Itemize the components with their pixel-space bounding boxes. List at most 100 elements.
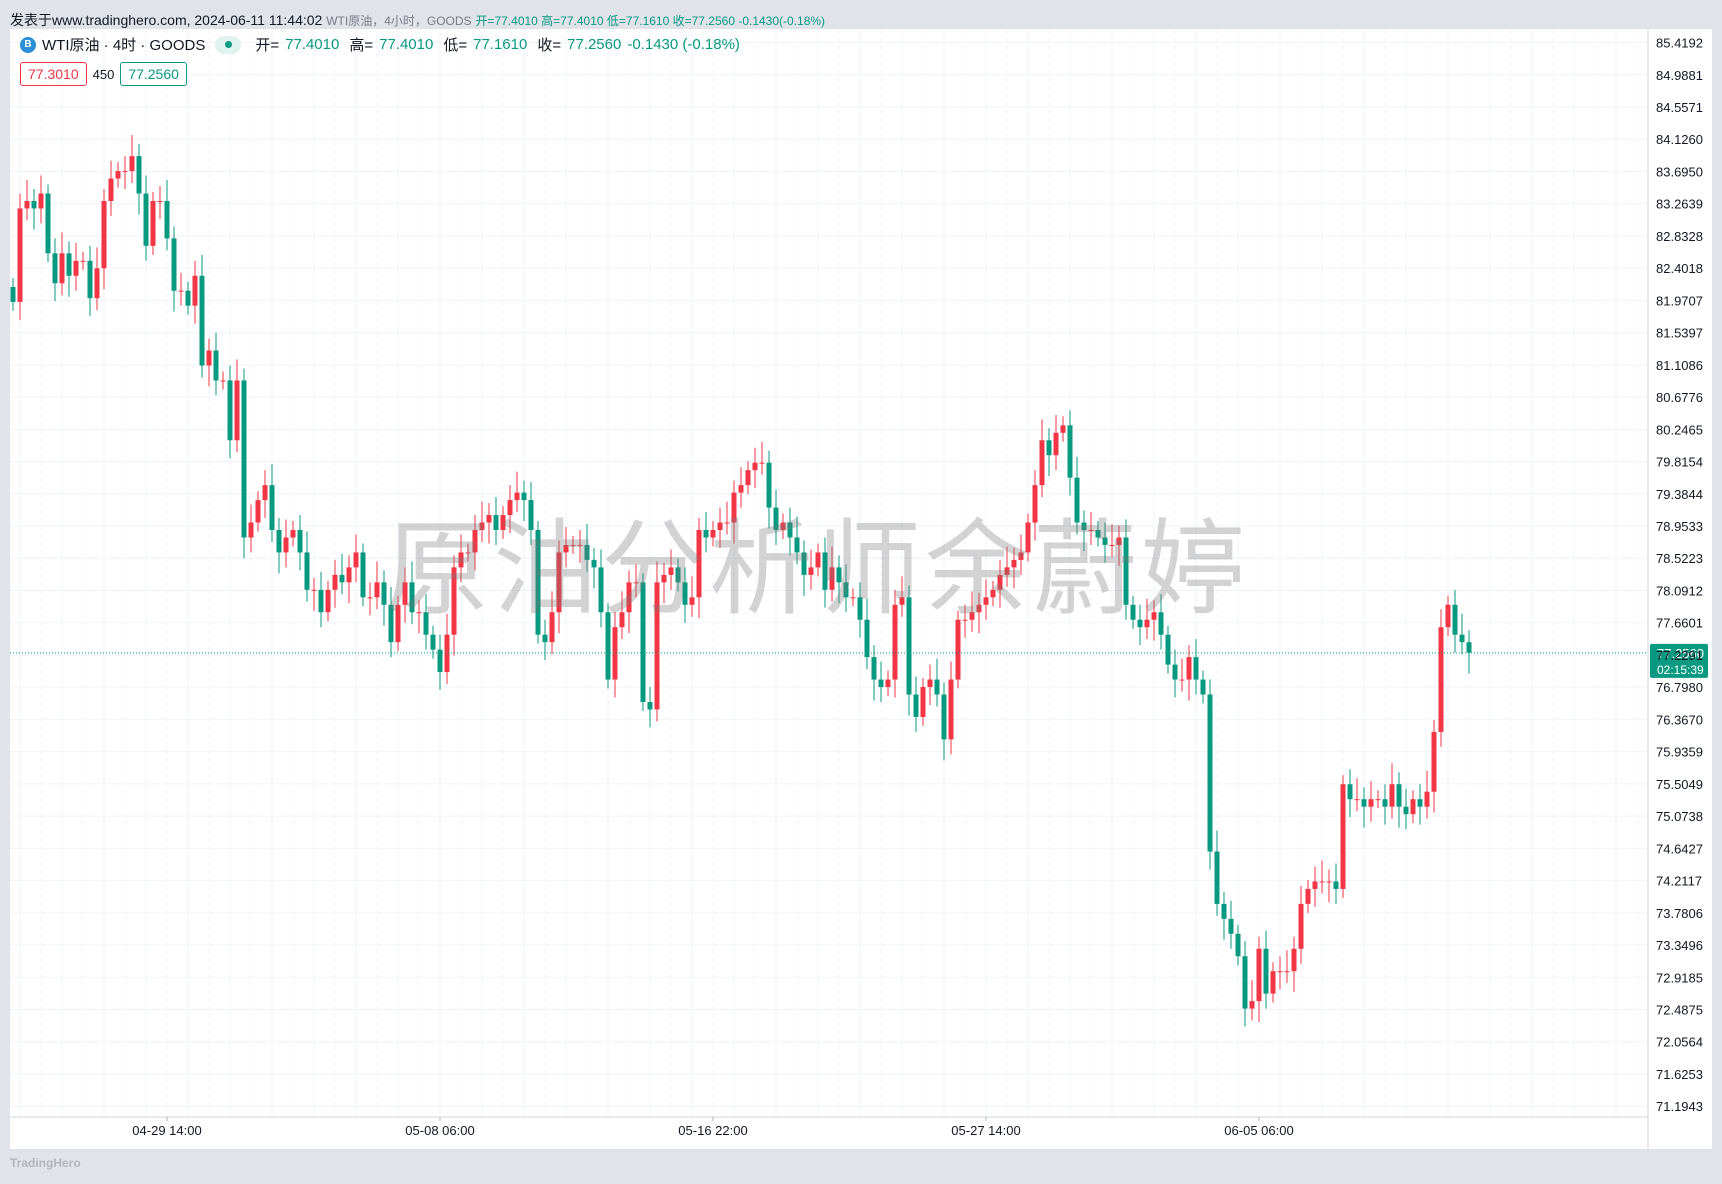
candle-body — [262, 485, 268, 501]
candle-body — [1151, 612, 1157, 620]
candle-body — [1389, 784, 1395, 807]
candle-body — [948, 679, 954, 740]
candle-body — [1116, 537, 1122, 545]
y-tick-label: 75.5049 — [1656, 777, 1703, 792]
sell-price-button[interactable]: 77.3010 — [20, 62, 87, 86]
candle-body — [1235, 933, 1241, 957]
y-tick-label: 74.6427 — [1656, 841, 1703, 856]
candle-body — [1445, 604, 1451, 628]
candle-body — [297, 530, 303, 553]
candle-body — [493, 515, 499, 531]
candle-layer — [10, 135, 1472, 1027]
y-tick-label: 85.4192 — [1656, 36, 1703, 51]
candle-body — [234, 380, 240, 441]
candle-body — [521, 492, 527, 501]
candle-body — [500, 515, 506, 531]
candle-body — [514, 492, 520, 501]
legend-close-value: 77.2560 — [567, 36, 622, 53]
chart-frame[interactable]: 77.2560 02:15:39 85.4192 84.9881 84.5571 84.… — [10, 29, 1712, 1149]
footer-logo: TradingHero — [10, 1156, 81, 1170]
candle-body — [1200, 679, 1206, 695]
market-status-badge[interactable] — [215, 35, 242, 54]
y-tick-label: 84.1260 — [1656, 132, 1703, 147]
candle-body — [409, 582, 415, 613]
candle-body — [1459, 634, 1465, 643]
candle-body — [745, 470, 751, 486]
candle-body — [374, 582, 380, 598]
candle-body — [1060, 425, 1066, 433]
candle-body — [1361, 799, 1367, 807]
y-tick-label: 82.4018 — [1656, 261, 1703, 276]
candle-body — [416, 612, 422, 614]
legend-low-label: 低= — [443, 37, 468, 54]
candle-body — [395, 604, 401, 643]
candle-body — [1312, 881, 1318, 889]
candle-body — [1326, 881, 1332, 883]
candle-body — [556, 552, 562, 613]
candle-body — [507, 500, 513, 516]
candle-body — [206, 350, 212, 366]
y-tick-label: 83.6950 — [1656, 164, 1703, 179]
candle-body — [864, 619, 870, 658]
candle-body — [479, 522, 485, 531]
candle-body — [465, 552, 471, 554]
candle-body — [276, 530, 282, 553]
candle-body — [1256, 948, 1262, 1002]
legend-low-value: 77.1610 — [473, 36, 528, 53]
y-tick-label: 84.5571 — [1656, 100, 1703, 115]
candle-body — [934, 679, 940, 695]
candle-body — [164, 200, 170, 239]
price-line-layer: 77.2560 02:15:39 — [10, 643, 1708, 678]
candle-body — [857, 597, 863, 620]
candle-body — [759, 462, 765, 464]
candle-body — [1424, 791, 1430, 807]
candle-body — [1179, 679, 1185, 681]
candle-body — [570, 544, 576, 546]
candle-body — [269, 485, 275, 531]
candle-body — [1263, 948, 1269, 994]
y-tick-label: 72.4875 — [1656, 1003, 1703, 1018]
candle-body — [150, 200, 156, 246]
candle-body — [220, 380, 226, 382]
candle-body — [773, 507, 779, 531]
chart-svg[interactable]: 77.2560 02:15:39 85.4192 84.9881 84.5571 84.… — [10, 29, 1712, 1149]
header-line: 发表于www.tradinghero.com, 2024-06-11 11:44… — [10, 10, 825, 30]
candle-body — [563, 544, 569, 553]
x-tick-label: 05-27 14:00 — [951, 1123, 1020, 1138]
candle-body — [969, 612, 975, 620]
candle-body — [430, 634, 436, 650]
candle-body — [997, 574, 1003, 590]
candle-body — [1053, 432, 1059, 456]
y-tick-label: 81.1086 — [1656, 358, 1703, 373]
candle-body — [605, 612, 611, 680]
candle-body — [171, 238, 177, 291]
candle-body — [633, 582, 639, 584]
candle-body — [640, 582, 646, 702]
candle-body — [101, 200, 107, 269]
symbol-title[interactable]: WTI原油 · 4时 · GOODS — [42, 37, 206, 54]
y-tick-label: 81.9707 — [1656, 293, 1703, 308]
candle-body — [353, 552, 359, 568]
candle-body — [1102, 537, 1108, 545]
candle-body — [1207, 694, 1213, 852]
candle-body — [1270, 971, 1276, 994]
y-tick-label: 77.6601 — [1656, 616, 1703, 631]
candle-body — [45, 193, 51, 254]
candle-body — [311, 589, 317, 591]
candle-body — [1375, 799, 1381, 801]
candle-body — [1354, 799, 1360, 801]
y-tick-label: 75.9359 — [1656, 745, 1703, 760]
candle-body — [10, 286, 16, 302]
trade-price-boxes: 77.3010 450 77.2560 — [20, 62, 187, 86]
candle-body — [619, 612, 625, 628]
candle-body — [213, 350, 219, 381]
candle-body — [437, 649, 443, 673]
candle-body — [703, 530, 709, 538]
candle-body — [402, 582, 408, 605]
x-tick-label: 06-05 06:00 — [1224, 1123, 1293, 1138]
candle-body — [1368, 799, 1374, 807]
symbol-legend[interactable]: B WTI原油 · 4时 · GOODS 开= 77.4010 高= 77.4010… — [20, 34, 740, 55]
buy-price-button[interactable]: 77.2560 — [120, 62, 187, 86]
legend-high-value: 77.4010 — [379, 36, 434, 53]
y-tick-label: 71.6253 — [1656, 1067, 1703, 1082]
